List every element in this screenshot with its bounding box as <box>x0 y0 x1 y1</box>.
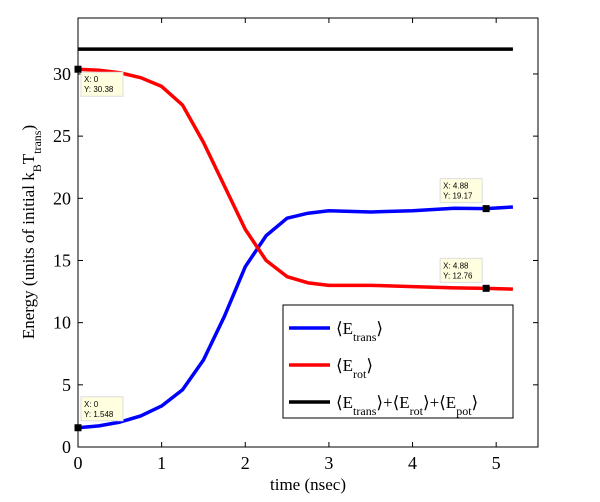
datatip-y: Y: 19.17 <box>443 192 473 201</box>
y-tick-label: 30 <box>53 64 71 84</box>
x-tick-label: 1 <box>157 453 166 473</box>
series-line-1 <box>77 67 513 291</box>
datatip-marker <box>482 205 490 213</box>
y-tick-label: 0 <box>62 437 71 457</box>
y-tick-label: 20 <box>53 188 71 208</box>
datatip-x: X: 0 <box>84 75 99 84</box>
datatip-box <box>439 178 483 204</box>
datatip-x: X: 4.88 <box>443 182 469 191</box>
x-tick-label: 2 <box>241 453 250 473</box>
datatip-box <box>80 71 124 97</box>
datatip-x: X: 0 <box>84 400 99 409</box>
y-tick-label: 15 <box>53 250 71 270</box>
series-line-0 <box>77 205 514 430</box>
datatip-box <box>439 257 483 283</box>
y-tick-label: 5 <box>62 375 71 395</box>
datatip-box <box>80 396 124 422</box>
x-tick-label: 4 <box>408 453 417 473</box>
legend-box <box>282 304 514 419</box>
y-axis-label: Energy (units of initial kBTtrans) <box>19 125 44 339</box>
x-tick-label: 3 <box>324 453 333 473</box>
y-tick-label: 25 <box>53 126 71 146</box>
x-tick-label: 0 <box>74 453 83 473</box>
datatip-y: Y: 12.76 <box>443 271 473 280</box>
datatip-marker <box>482 284 490 292</box>
datatip-y: Y: 1.548 <box>84 410 114 419</box>
datatip-marker <box>74 424 82 432</box>
datatip-marker <box>74 65 82 73</box>
datatip-x: X: 4.88 <box>443 261 469 270</box>
x-axis-label: time (nsec) <box>270 475 346 494</box>
y-tick-label: 10 <box>53 313 71 333</box>
x-tick-label: 5 <box>492 453 501 473</box>
datatip-y: Y: 30.38 <box>84 85 114 94</box>
